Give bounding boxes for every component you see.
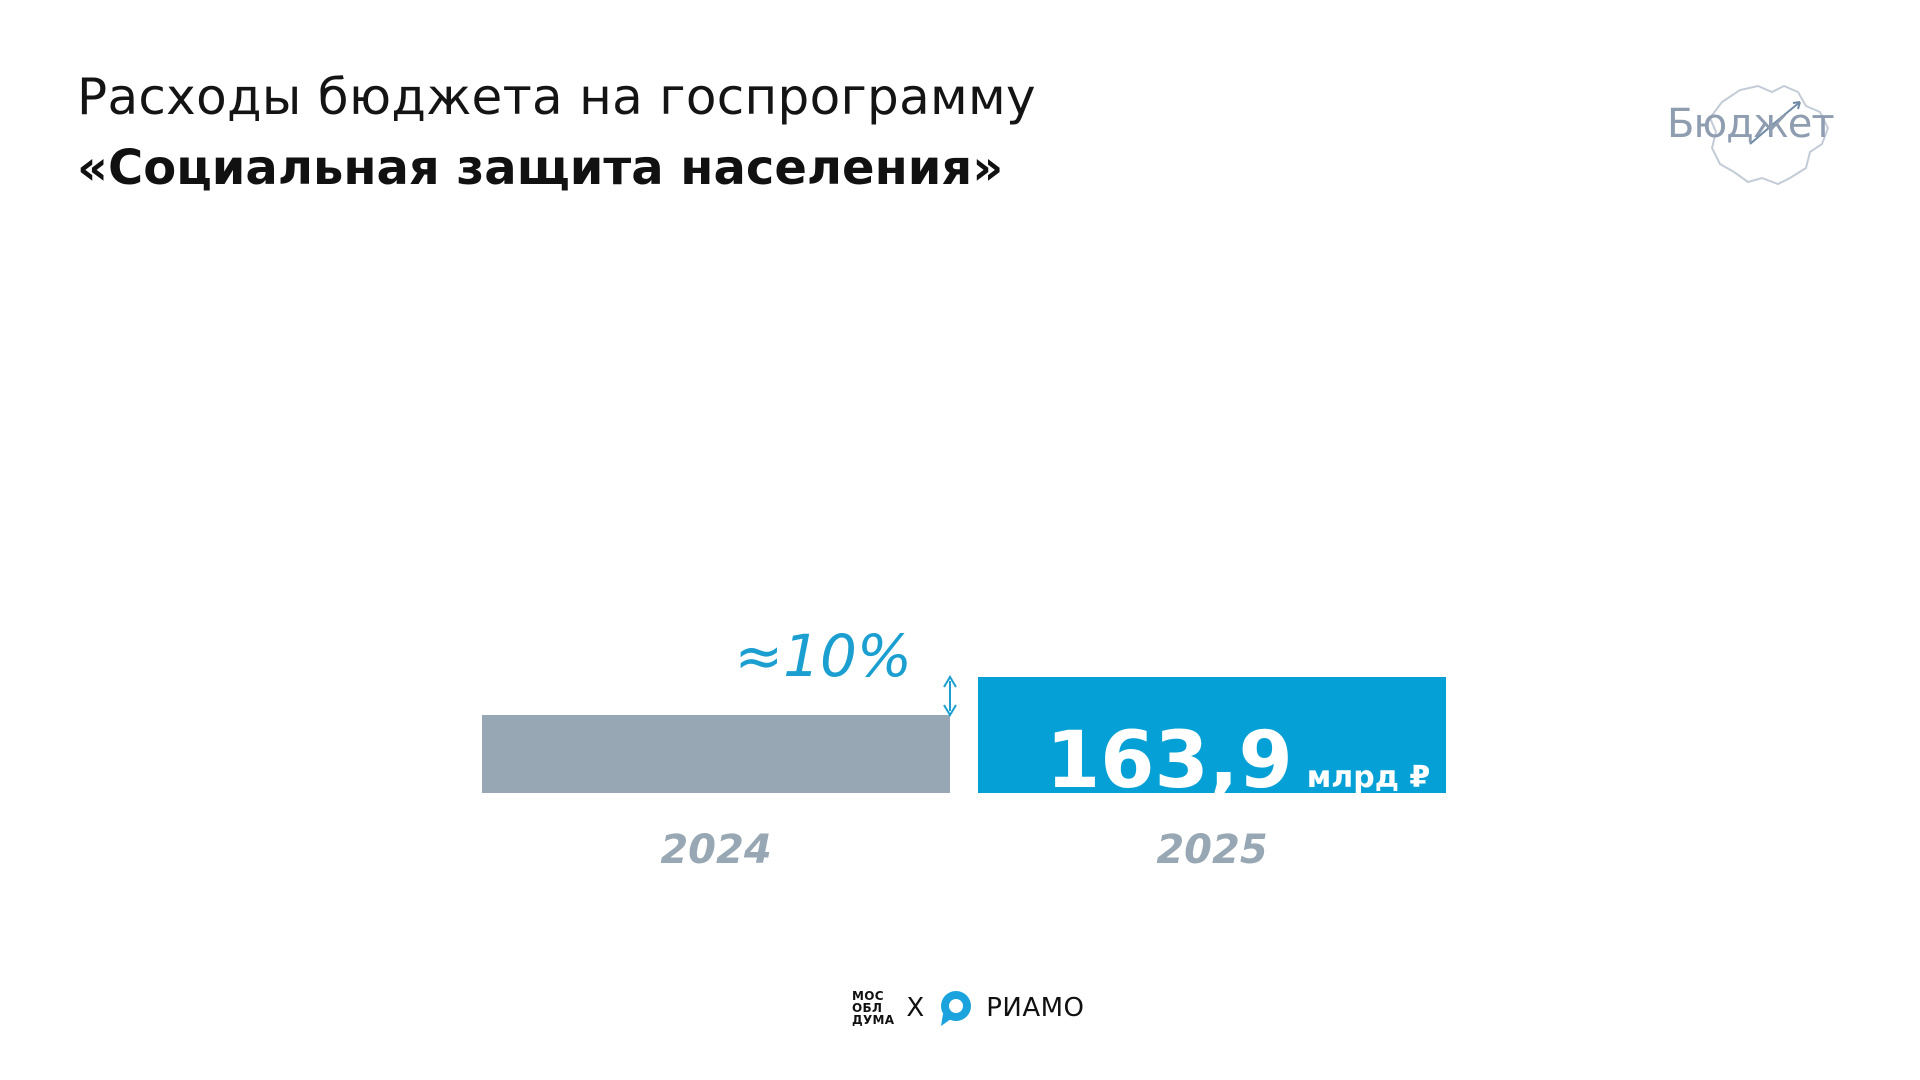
category-label-2024: 2024 xyxy=(660,827,771,873)
difference-arrow-head-bottom xyxy=(943,704,957,717)
difference-arrow-head-top xyxy=(943,675,957,688)
footer-logos: МОС ОБЛ ДУМА Х РИАМО xyxy=(852,984,1085,1032)
region-map-icon xyxy=(1708,84,1830,186)
value-label-2024: 148,7 млрд ₽ xyxy=(550,784,934,874)
riamo-logo-icon xyxy=(941,991,972,1026)
difference-label: ≈10% xyxy=(734,622,912,690)
page-title-line2: «Социальная защита населения» xyxy=(77,140,1004,196)
brand-logo-text: Бюджет xyxy=(1667,101,1835,147)
category-label-2025: 2025 xyxy=(1156,827,1267,873)
mosobl-duma-logo: МОС ОБЛ ДУМА xyxy=(852,989,895,1027)
riamo-logo-text: РИАМО xyxy=(986,993,1085,1023)
cross-separator: Х xyxy=(906,993,925,1023)
value-label-2025: 163,9 млрд ₽ xyxy=(1046,716,1430,806)
bar-2024 xyxy=(482,715,950,793)
page-title-line1: Расходы бюджета на госпрограмму xyxy=(77,68,1036,126)
bar-2025 xyxy=(978,677,1446,793)
